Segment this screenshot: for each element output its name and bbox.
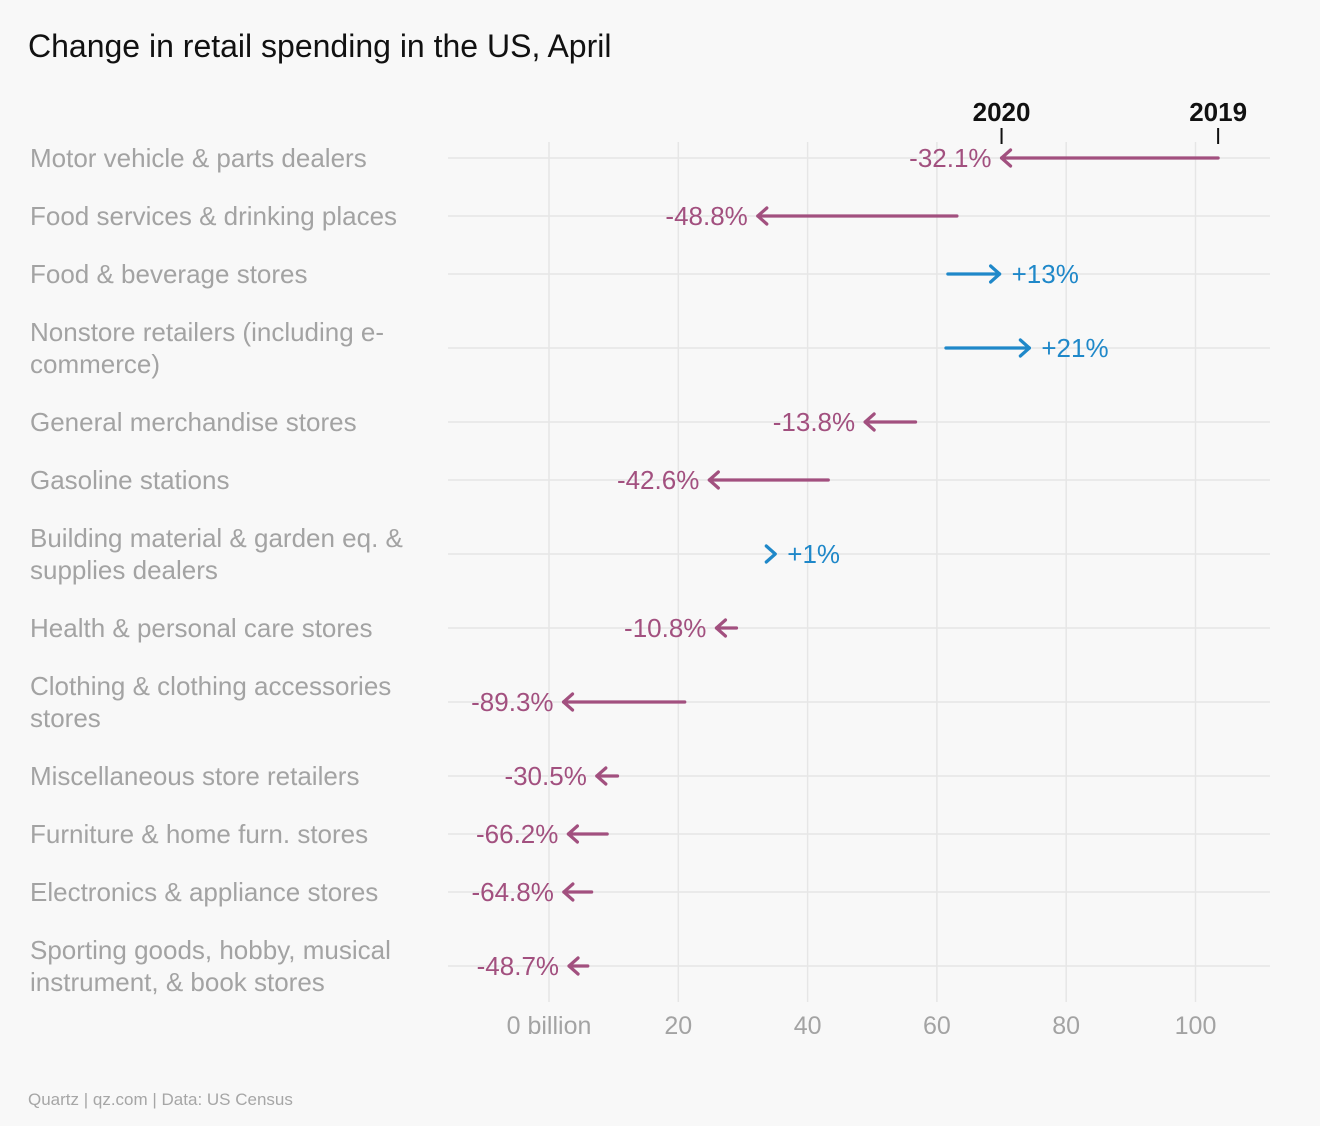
change-percent-label: +13%: [1012, 259, 1079, 289]
chart-source-note: Quartz | qz.com | Data: US Census: [28, 1090, 293, 1109]
chart-title: Change in retail spending in the US, Apr…: [28, 28, 612, 64]
change-arrow-head: [567, 956, 580, 976]
category-label: Furniture & home furn. stores: [30, 819, 368, 849]
x-tick-label: 80: [1052, 1012, 1080, 1040]
change-percent-label: -64.8%: [471, 877, 553, 907]
year-marker-2019-label: 2019: [1189, 97, 1247, 127]
change-percent-label: -89.3%: [471, 687, 553, 717]
change-arrow-head: [863, 412, 876, 432]
change-arrow-head: [756, 206, 769, 226]
change-percent-label: +1%: [787, 539, 840, 569]
category-label: Nonstore retailers (including e-commerce…: [30, 317, 384, 379]
category-label: Motor vehicle & parts dealers: [30, 143, 367, 173]
x-tick-label: 100: [1175, 1012, 1217, 1040]
change-arrow-head: [595, 766, 608, 786]
change-arrow-head: [1018, 338, 1031, 358]
change-percent-label: -32.1%: [909, 143, 991, 173]
change-arrow-head: [562, 882, 575, 902]
category-label: Food services & drinking places: [30, 201, 397, 231]
category-label: Food & beverage stores: [30, 259, 308, 289]
change-arrow-head: [707, 470, 720, 490]
x-tick-label: 0 billion: [507, 1012, 592, 1040]
category-label: Gasoline stations: [30, 465, 229, 495]
category-label: Building material & garden eq. & supplies…: [30, 523, 403, 585]
change-percent-label: -10.8%: [624, 613, 706, 643]
x-tick-label: 40: [794, 1012, 822, 1040]
change-arrow-head: [561, 692, 575, 712]
year-marker-2020-label: 2020: [973, 97, 1031, 127]
change-percent-label: -30.5%: [504, 761, 586, 791]
category-label: Health & personal care stores: [30, 613, 373, 643]
change-arrow-head: [999, 148, 1013, 168]
change-percent-label: -48.8%: [665, 201, 747, 231]
change-arrow-head: [714, 618, 728, 638]
change-percent-label: -66.2%: [476, 819, 558, 849]
x-tick-label: 20: [664, 1012, 692, 1040]
change-arrow-head: [566, 824, 579, 844]
category-label: Electronics & appliance stores: [30, 877, 378, 907]
category-label: Clothing & clothing accessories stores: [30, 671, 391, 733]
change-percent-label: -42.6%: [617, 465, 699, 495]
category-label: General merchandise stores: [30, 407, 357, 437]
change-arrow-head: [764, 544, 777, 564]
change-percent-label: -48.7%: [477, 951, 559, 981]
change-arrow-head: [989, 264, 1002, 284]
change-percent-label: -13.8%: [773, 407, 855, 437]
change-percent-label: +21%: [1041, 333, 1108, 363]
category-label: Sporting goods, hobby, musical instrument…: [30, 935, 391, 997]
category-label: Miscellaneous store retailers: [30, 761, 359, 791]
x-tick-label: 60: [923, 1012, 951, 1040]
